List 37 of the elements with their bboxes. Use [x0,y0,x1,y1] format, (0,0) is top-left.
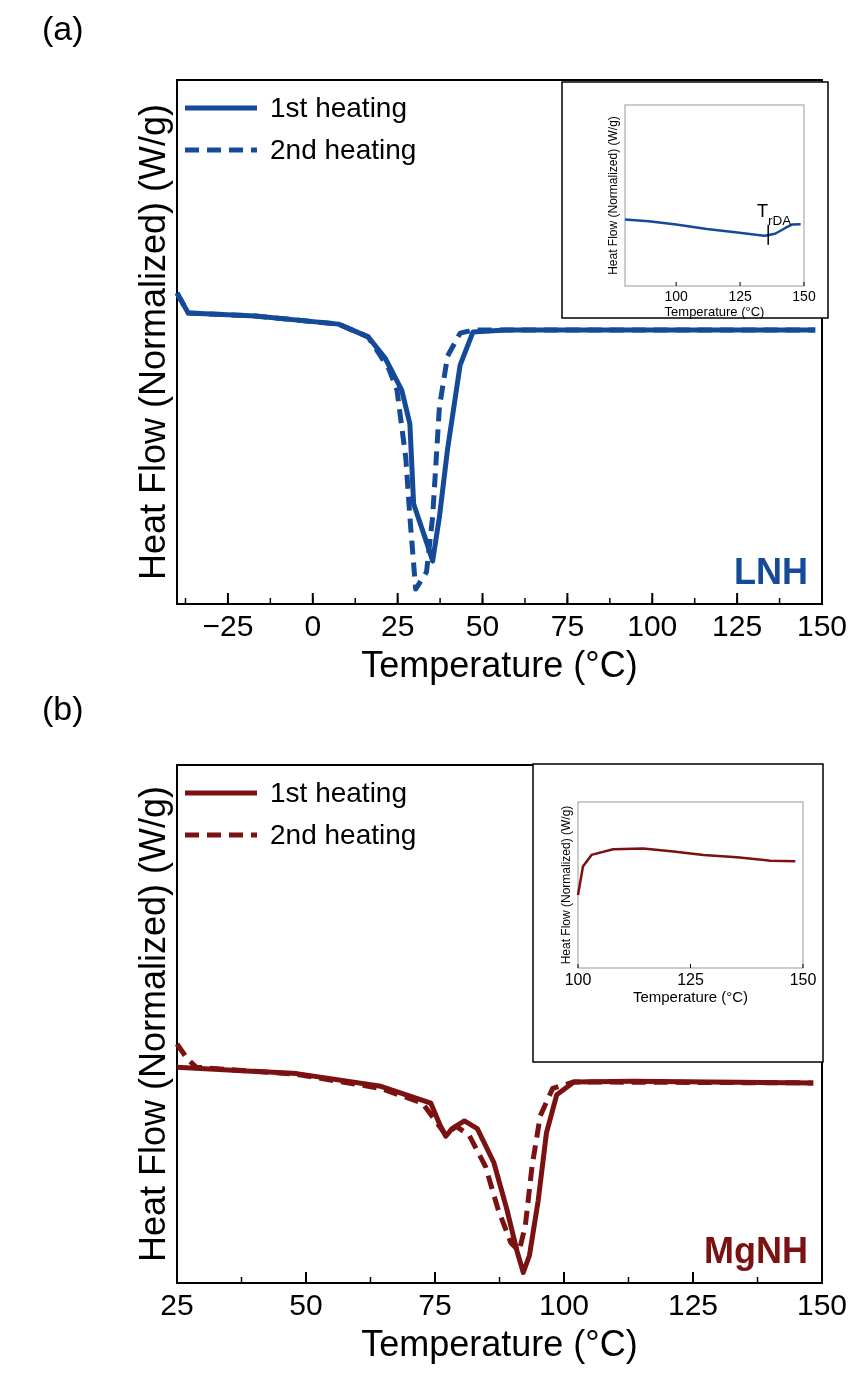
legend-label: 2nd heating [270,819,417,850]
y-axis-title: Heat Flow (Normalized) (W/g) [132,785,173,1263]
x-tick-label: 100 [627,608,678,642]
x-axis-title: Temperature (°C) [664,303,765,319]
x-tick-label: 125 [677,970,704,988]
x-tick-label: 100 [538,1287,590,1321]
annotation: MgNH [704,1230,808,1271]
x-tick-label: 50 [289,1287,323,1321]
y-axis-title: Heat Flow (Normalized) (W/g) [132,103,173,581]
x-tick-label: 75 [418,1287,452,1321]
x-tick-label: −25 [202,608,254,642]
legend-label: 1st heating [270,777,407,808]
x-tick-label: 125 [728,287,752,304]
annotation: LNH [734,551,808,592]
legend-label: 2nd heating [270,134,417,165]
x-tick-label: 100 [564,970,592,988]
x-tick-label: 150 [796,608,848,642]
x-tick-label: 150 [792,287,816,304]
x-tick-label: 50 [465,608,500,642]
x-tick-label: 0 [304,608,322,642]
x-tick-label: 100 [664,287,689,304]
text: (a) [42,9,84,47]
y-axis-title: Heat Flow (Normalized) (W/g) [559,805,573,965]
legend-label: 1st heating [270,92,407,123]
x-tick-label: 150 [789,970,817,988]
text: (b) [42,689,84,727]
x-axis-title: Temperature (°C) [361,643,638,685]
x-axis-title: Temperature (°C) [632,988,749,1006]
x-tick-label: 125 [712,608,763,642]
x-tick-label: 150 [796,1287,848,1321]
x-tick-label: 25 [160,1287,194,1321]
x-tick-label: 75 [550,608,585,642]
x-axis-title: Temperature (°C) [361,1322,638,1364]
x-tick-label: 125 [667,1287,719,1321]
x-tick-label: 25 [380,608,415,642]
annotation: T$_{rDA}$ [757,200,792,228]
y-axis-title: Heat Flow (Normalized) (W/g) [606,116,620,275]
